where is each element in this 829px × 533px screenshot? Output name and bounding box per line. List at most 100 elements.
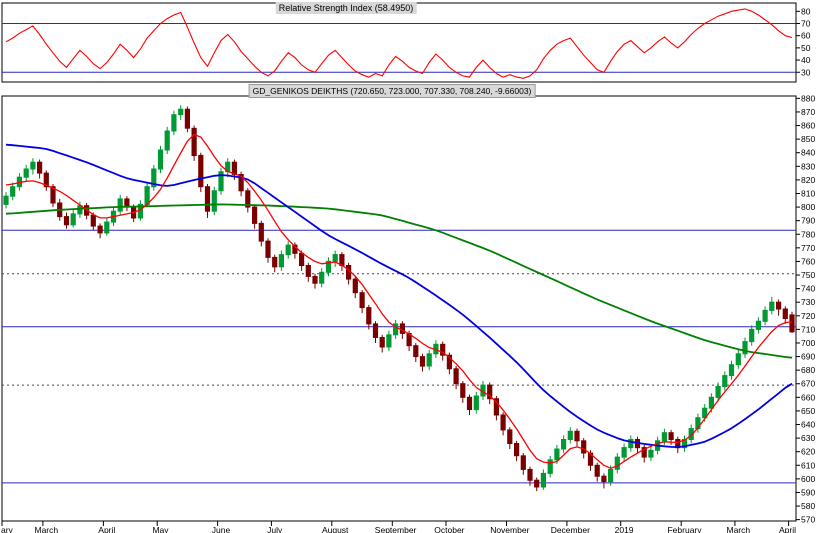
candle-down xyxy=(265,240,271,258)
price-axis-label: 730 xyxy=(801,297,815,307)
price-axis-label: 680 xyxy=(801,365,815,375)
rsi-axis-label: 80 xyxy=(801,6,811,16)
price-axis-label: 700 xyxy=(801,338,815,348)
month-label: ary xyxy=(1,525,14,533)
candle-down xyxy=(641,447,647,458)
candle-up xyxy=(561,439,567,450)
candle-up xyxy=(628,439,634,449)
candle-down xyxy=(534,479,540,488)
price-axis-label: 620 xyxy=(801,447,815,457)
candle-down xyxy=(487,384,493,400)
candle-down xyxy=(527,468,533,481)
candle-down xyxy=(366,307,372,325)
candle-up xyxy=(702,407,708,419)
ma-line-medium-blue xyxy=(5,143,793,449)
price-axis-label: 740 xyxy=(801,284,815,294)
candle-down xyxy=(500,414,506,431)
rsi-panel-border xyxy=(1,2,797,83)
candle-up xyxy=(769,301,775,311)
candle-up xyxy=(749,328,755,343)
candle-down xyxy=(43,172,49,188)
candle-up xyxy=(10,186,16,197)
price-panel-title: GD_GENIKOS DEIKTHS (720.650, 723.000, 70… xyxy=(248,84,536,98)
price-axis-label: 780 xyxy=(801,229,815,239)
candle-up xyxy=(278,254,284,268)
month-label: February xyxy=(667,525,702,533)
candle-up xyxy=(426,353,432,367)
rsi-axis-label: 70 xyxy=(801,19,811,29)
price-axis-label: 630 xyxy=(801,433,815,443)
candle-down xyxy=(372,323,379,338)
candle-up xyxy=(540,472,546,488)
price-axis-label: 720 xyxy=(801,311,815,321)
candle-up xyxy=(661,432,667,442)
candle-down xyxy=(776,301,782,310)
candle-up xyxy=(648,449,654,458)
candle-down xyxy=(581,440,587,454)
candle-up xyxy=(728,364,735,377)
candle-down xyxy=(346,265,352,280)
candle-down xyxy=(440,343,446,356)
candle-down xyxy=(299,252,305,267)
price-axis-label: 650 xyxy=(801,406,815,416)
candle-up xyxy=(164,130,170,151)
price-axis-label: 580 xyxy=(801,501,815,511)
candle-up xyxy=(762,309,768,322)
rsi-panel: 80 70 60 50 40 30 xyxy=(1,2,811,83)
price-axis-label: 760 xyxy=(801,256,815,266)
candle-up xyxy=(742,341,748,355)
candle-down xyxy=(574,430,580,442)
candle-up xyxy=(151,168,157,188)
candle-up xyxy=(614,456,620,470)
price-axis-label: 770 xyxy=(801,243,815,253)
price-panel: 880 870 860 850 840 830 820 810 800 790 780 770 760 7… xyxy=(1,93,815,533)
price-axis-label: 830 xyxy=(801,161,815,171)
rsi-axis-label: 60 xyxy=(801,31,811,41)
candle-up xyxy=(77,205,83,215)
candle-down xyxy=(453,368,459,385)
month-label: September xyxy=(375,525,417,533)
candle-up xyxy=(117,198,123,212)
candle-down xyxy=(252,206,258,224)
price-axis-label: 790 xyxy=(801,216,815,226)
month-label: 2019 xyxy=(615,525,634,533)
candle-down xyxy=(594,464,600,477)
candle-down xyxy=(507,429,513,444)
candle-up xyxy=(567,430,573,440)
price-axis-label: 610 xyxy=(801,460,815,470)
price-axis-label: 670 xyxy=(801,379,815,389)
candle-up xyxy=(755,320,761,330)
ma-line-fast-red xyxy=(5,133,793,469)
rsi-axis-label: 40 xyxy=(801,55,811,65)
candle-down xyxy=(198,154,204,188)
price-axis-label: 600 xyxy=(801,474,815,484)
candle-down xyxy=(514,443,520,457)
rsi-panel-title: Relative Strength Index (58.4950) xyxy=(275,2,417,14)
price-axis-label: 820 xyxy=(801,175,815,185)
candle-up xyxy=(708,396,714,409)
price-axis-label: 590 xyxy=(801,487,815,497)
candle-up xyxy=(23,168,29,178)
candle-down xyxy=(191,127,197,156)
price-axis-label: 810 xyxy=(801,188,815,198)
candle-up xyxy=(688,428,694,441)
price-axis-label: 860 xyxy=(801,121,815,131)
candle-up xyxy=(735,353,741,366)
candle-up xyxy=(332,254,338,262)
candle-down xyxy=(379,337,385,348)
month-label: June xyxy=(212,525,231,533)
candle-down xyxy=(601,475,607,483)
price-axis-label: 870 xyxy=(801,107,815,117)
candle-down xyxy=(668,432,674,441)
candle-down xyxy=(63,216,70,226)
candle-up xyxy=(473,395,479,411)
candle-up xyxy=(104,221,110,234)
month-label: March xyxy=(726,525,750,533)
price-axis-label: 840 xyxy=(801,148,815,158)
candle-down xyxy=(272,256,278,268)
candle-down xyxy=(359,292,365,309)
price-panel-border xyxy=(1,95,797,522)
candle-up xyxy=(70,213,76,226)
candle-up xyxy=(554,448,560,461)
